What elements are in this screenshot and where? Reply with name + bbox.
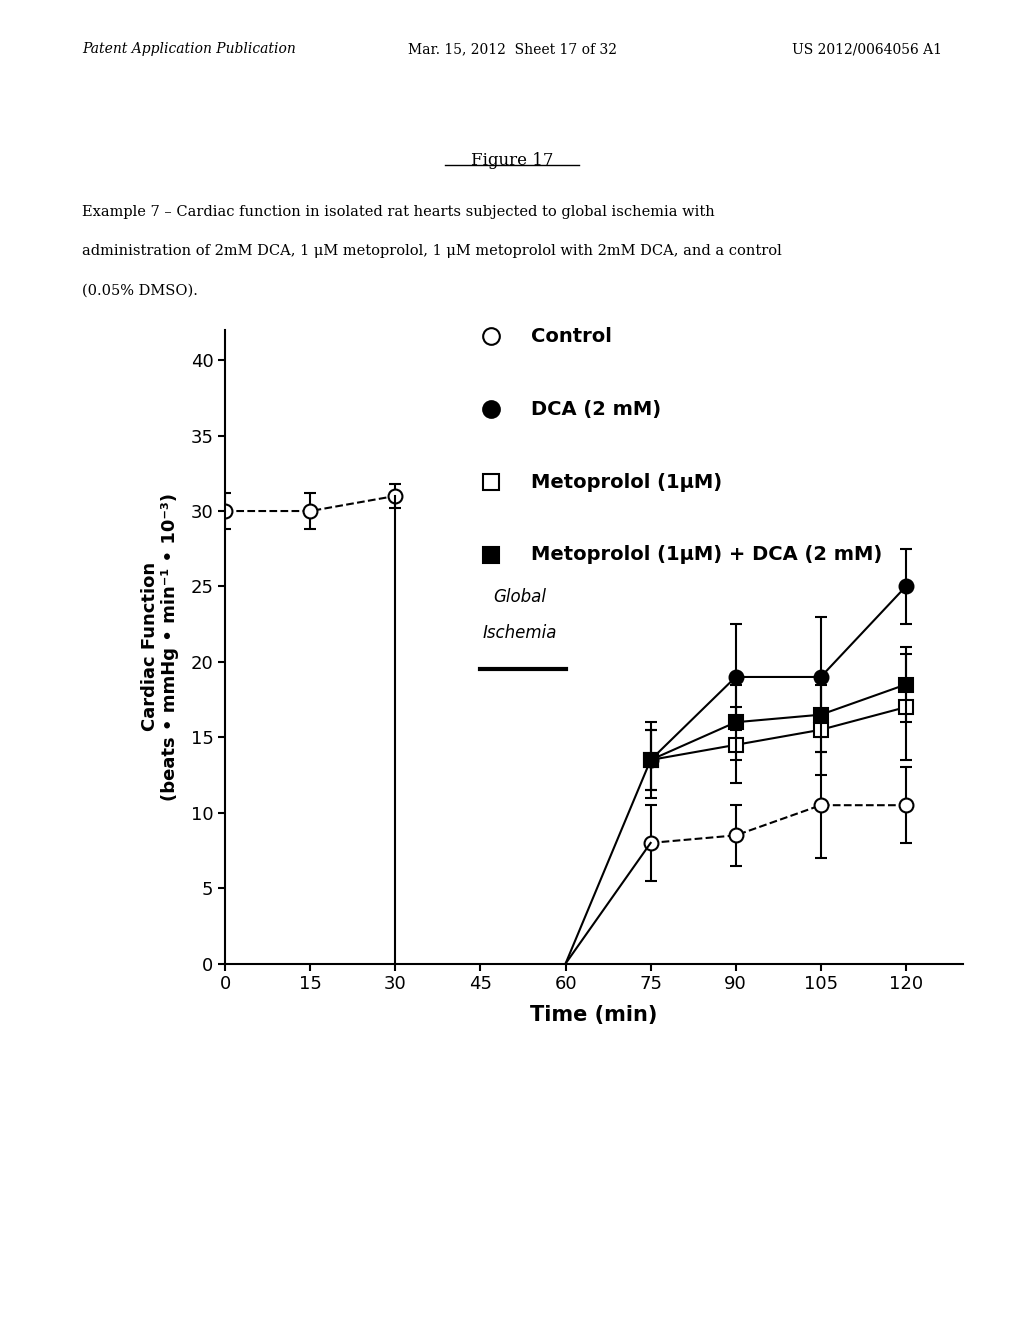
Text: Control: Control [531,327,612,346]
Text: US 2012/0064056 A1: US 2012/0064056 A1 [793,42,942,57]
Y-axis label: Cardiac Function
(beats • mmHg • min⁻¹ • 10⁻³): Cardiac Function (beats • mmHg • min⁻¹ •… [140,492,179,801]
Text: Mar. 15, 2012  Sheet 17 of 32: Mar. 15, 2012 Sheet 17 of 32 [408,42,616,57]
Text: Ischemia: Ischemia [483,624,557,643]
Text: Patent Application Publication: Patent Application Publication [82,42,296,57]
Text: Example 7 – Cardiac function in isolated rat hearts subjected to global ischemia: Example 7 – Cardiac function in isolated… [82,205,715,219]
Text: Metoprolol (1μM): Metoprolol (1μM) [531,473,722,491]
Text: administration of 2mM DCA, 1 μM metoprolol, 1 μM metoprolol with 2mM DCA, and a : administration of 2mM DCA, 1 μM metoprol… [82,244,781,259]
X-axis label: Time (min): Time (min) [530,1005,657,1024]
Text: Figure 17: Figure 17 [471,152,553,169]
Text: (0.05% DMSO).: (0.05% DMSO). [82,284,198,298]
Text: Metoprolol (1μM) + DCA (2 mM): Metoprolol (1μM) + DCA (2 mM) [531,545,883,565]
Text: DCA (2 mM): DCA (2 mM) [531,400,662,418]
Text: Global: Global [494,589,547,606]
